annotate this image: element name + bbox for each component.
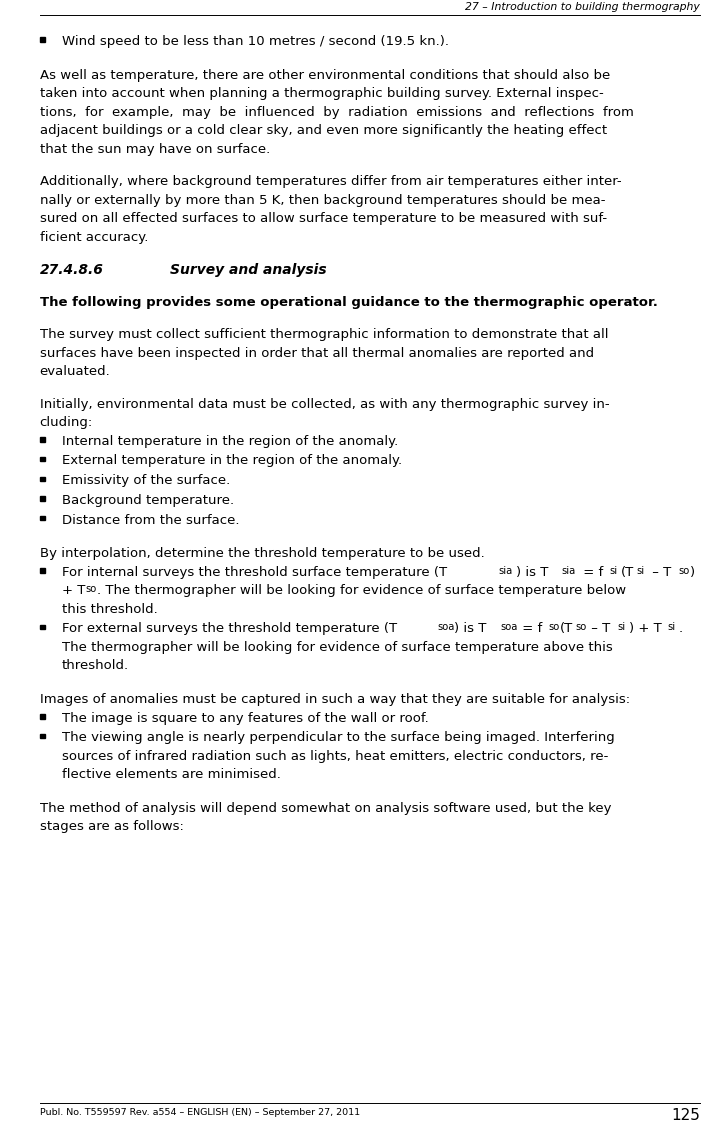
Text: cluding:: cluding: [40,416,93,429]
Text: 27.4.8.6: 27.4.8.6 [40,263,103,277]
Text: sia: sia [562,566,576,576]
Text: Emissivity of the surface.: Emissivity of the surface. [62,474,230,487]
Text: .: . [679,623,683,635]
Bar [40,568,45,572]
Text: ) is T: ) is T [454,623,487,635]
Text: si: si [617,623,626,632]
Text: evaluated.: evaluated. [40,365,110,378]
Text: Distance from the surface.: Distance from the surface. [62,513,239,527]
Text: External temperature in the region of the anomaly.: External temperature in the region of th… [62,455,402,467]
Text: (T: (T [560,623,573,635]
Text: threshold.: threshold. [62,660,129,672]
Bar [40,457,45,461]
Text: + T: + T [62,584,85,598]
Text: The image is square to any features of the wall or roof.: The image is square to any features of t… [62,711,429,725]
Text: si: si [668,623,676,632]
Text: ) is T: ) is T [516,566,548,578]
Text: = f: = f [579,566,603,578]
Text: stages are as follows:: stages are as follows: [40,821,183,834]
Text: Additionally, where background temperatures differ from air temperatures either : Additionally, where background temperatu… [40,175,621,188]
Text: (T: (T [621,566,634,578]
Text: Background temperature.: Background temperature. [62,493,234,507]
Bar [40,734,45,739]
Text: ficient accuracy.: ficient accuracy. [40,230,148,244]
Text: As well as temperature, there are other environmental conditions that should als: As well as temperature, there are other … [40,69,610,81]
Bar [40,625,45,630]
Text: Survey and analysis: Survey and analysis [169,263,326,277]
Bar [40,496,45,500]
Text: so: so [678,566,690,576]
Text: sured on all effected surfaces to allow surface temperature to be measured with : sured on all effected surfaces to allow … [40,212,606,226]
Text: surfaces have been inspected in order that all thermal anomalies are reported an: surfaces have been inspected in order th… [40,347,593,360]
Text: so: so [548,623,559,632]
Bar [40,437,45,442]
Text: Images of anomalies must be captured in such a way that they are suitable for an: Images of anomalies must be captured in … [40,693,629,706]
Text: For external surveys the threshold temperature (T: For external surveys the threshold tempe… [62,623,397,635]
Text: so: so [575,623,586,632]
Bar [40,476,45,481]
Text: ): ) [690,566,695,578]
Text: 27 – Introduction to building thermography: 27 – Introduction to building thermograp… [465,2,700,11]
Bar [40,714,45,719]
Text: Initially, environmental data must be collected, as with any thermographic surve: Initially, environmental data must be co… [40,397,609,411]
Text: sources of infrared radiation such as lights, heat emitters, electric conductors: sources of infrared radiation such as li… [62,750,609,763]
Text: si: si [637,566,645,576]
Text: – T: – T [587,623,610,635]
Text: The viewing angle is nearly perpendicular to the surface being imaged. Interferi: The viewing angle is nearly perpendicula… [62,732,615,744]
Text: si: si [609,566,618,576]
Text: The thermographer will be looking for evidence of surface temperature above this: The thermographer will be looking for ev… [62,641,613,654]
Text: For internal surveys the threshold surface temperature (T: For internal surveys the threshold surfa… [62,566,447,578]
Text: flective elements are minimised.: flective elements are minimised. [62,768,281,781]
Text: ) + T: ) + T [629,623,662,635]
Text: By interpolation, determine the threshold temperature to be used.: By interpolation, determine the threshol… [40,547,485,560]
Text: Internal temperature in the region of the anomaly.: Internal temperature in the region of th… [62,435,398,448]
Text: The following provides some operational guidance to the thermographic operator.: The following provides some operational … [40,295,658,309]
Bar [40,38,45,42]
Text: The survey must collect sufficient thermographic information to demonstrate that: The survey must collect sufficient therm… [40,329,608,341]
Text: so: so [85,584,96,594]
Text: nally or externally by more than 5 K, then background temperatures should be mea: nally or externally by more than 5 K, th… [40,194,605,207]
Text: tions,  for  example,  may  be  influenced  by  radiation  emissions  and  refle: tions, for example, may be influenced by… [40,105,633,119]
Text: sia: sia [498,566,513,576]
Text: soa: soa [437,623,454,632]
Text: Wind speed to be less than 10 metres / second (19.5 kn.).: Wind speed to be less than 10 metres / s… [62,35,449,48]
Text: . The thermographer will be looking for evidence of surface temperature below: . The thermographer will be looking for … [97,584,626,598]
Text: soa: soa [500,623,518,632]
Text: The method of analysis will depend somewhat on analysis software used, but the k: The method of analysis will depend somew… [40,802,611,815]
Bar [40,516,45,521]
Text: Publ. No. T559597 Rev. a554 – ENGLISH (EN) – September 27, 2011: Publ. No. T559597 Rev. a554 – ENGLISH (E… [40,1108,360,1118]
Text: – T: – T [648,566,671,578]
Text: taken into account when planning a thermographic building survey. External inspe: taken into account when planning a therm… [40,87,603,101]
Text: 125: 125 [671,1108,700,1123]
Text: adjacent buildings or a cold clear sky, and even more significantly the heating : adjacent buildings or a cold clear sky, … [40,124,606,137]
Text: that the sun may have on surface.: that the sun may have on surface. [40,143,270,156]
Text: this threshold.: this threshold. [62,602,158,616]
Text: = f: = f [518,623,542,635]
